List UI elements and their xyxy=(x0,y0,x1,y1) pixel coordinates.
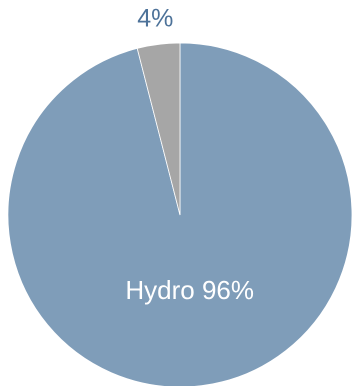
value-label: 4% xyxy=(137,4,173,32)
data-label: 4% xyxy=(137,4,173,32)
data-label: Hydro 96% xyxy=(125,275,254,305)
value-label: 96% xyxy=(202,275,254,305)
pie-slice xyxy=(136,42,181,216)
category-label: Hydro xyxy=(125,275,194,305)
